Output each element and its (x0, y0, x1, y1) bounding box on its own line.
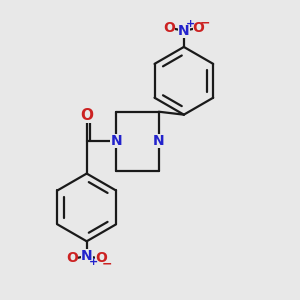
Text: −: − (102, 257, 112, 270)
Text: O: O (163, 21, 175, 35)
Text: N: N (178, 24, 190, 38)
Text: O: O (80, 108, 93, 123)
Text: O: O (95, 251, 107, 266)
Text: N: N (110, 134, 122, 148)
Text: N: N (153, 134, 165, 148)
Text: O: O (193, 21, 205, 35)
Text: +: + (186, 19, 195, 29)
Text: +: + (88, 257, 98, 267)
Text: N: N (81, 249, 92, 263)
Text: −: − (199, 16, 210, 30)
Text: O: O (66, 251, 78, 266)
